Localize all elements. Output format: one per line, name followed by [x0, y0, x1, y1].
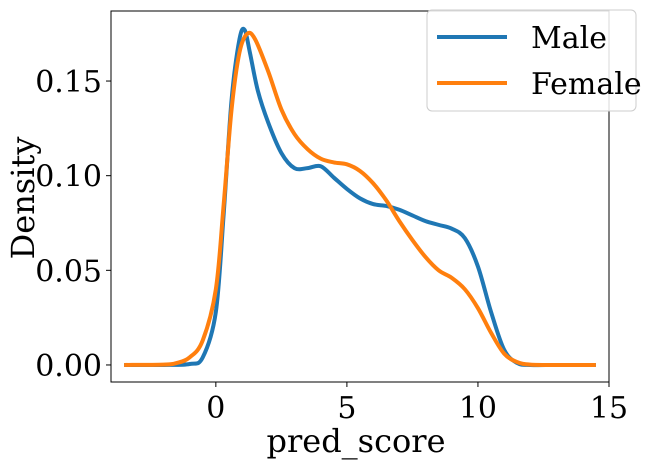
y-tick-label: 0.15 — [35, 65, 102, 100]
y-axis-title: Density — [4, 137, 42, 260]
legend: Male Female — [426, 9, 642, 112]
x-tick-label: 10 — [459, 391, 497, 426]
y-tick-label: 0.00 — [35, 349, 102, 384]
plot-area — [110, 10, 610, 383]
x-tick-label: 5 — [337, 391, 356, 426]
series-line-female — [124, 30, 596, 367]
plot-frame — [110, 10, 610, 383]
legend-label-female: Female — [531, 67, 642, 102]
y-axis: 0.00 0.05 0.10 0.15 — [35, 65, 111, 384]
x-axis: 0 5 10 15 — [206, 382, 628, 426]
y-tick-label: 0.05 — [35, 254, 102, 289]
x-axis-title: pred_score — [266, 422, 445, 460]
y-tick-label: 0.10 — [35, 160, 102, 195]
legend-label-male: Male — [531, 21, 607, 56]
x-tick-label: 15 — [590, 391, 628, 426]
x-tick-label: 0 — [206, 391, 225, 426]
